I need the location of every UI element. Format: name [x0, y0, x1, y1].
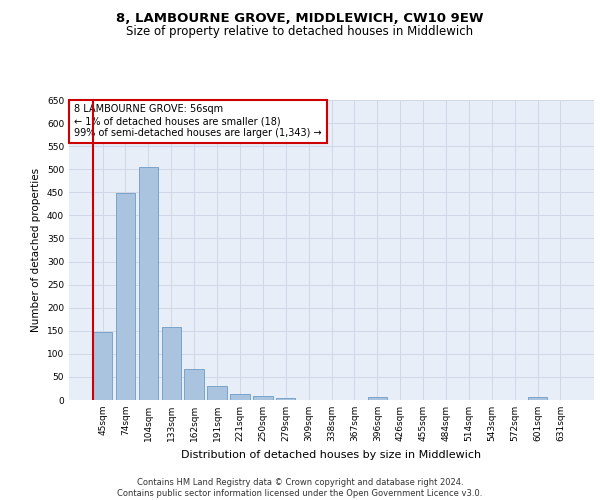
- Bar: [368, 397, 387, 400]
- Text: Contains HM Land Registry data © Crown copyright and database right 2024.
Contai: Contains HM Land Registry data © Crown c…: [118, 478, 482, 498]
- Bar: [161, 327, 181, 400]
- Bar: [253, 396, 272, 400]
- Bar: [116, 193, 135, 400]
- Bar: [139, 167, 158, 400]
- Bar: [184, 368, 204, 400]
- Text: Size of property relative to detached houses in Middlewich: Size of property relative to detached ho…: [127, 25, 473, 38]
- X-axis label: Distribution of detached houses by size in Middlewich: Distribution of detached houses by size …: [181, 450, 482, 460]
- Text: 8 LAMBOURNE GROVE: 56sqm
← 1% of detached houses are smaller (18)
99% of semi-de: 8 LAMBOURNE GROVE: 56sqm ← 1% of detache…: [74, 104, 322, 138]
- Bar: [208, 386, 227, 400]
- Bar: [528, 397, 547, 400]
- Y-axis label: Number of detached properties: Number of detached properties: [31, 168, 41, 332]
- Bar: [230, 394, 250, 400]
- Bar: [276, 398, 295, 400]
- Text: 8, LAMBOURNE GROVE, MIDDLEWICH, CW10 9EW: 8, LAMBOURNE GROVE, MIDDLEWICH, CW10 9EW: [116, 12, 484, 26]
- Bar: [93, 332, 112, 400]
